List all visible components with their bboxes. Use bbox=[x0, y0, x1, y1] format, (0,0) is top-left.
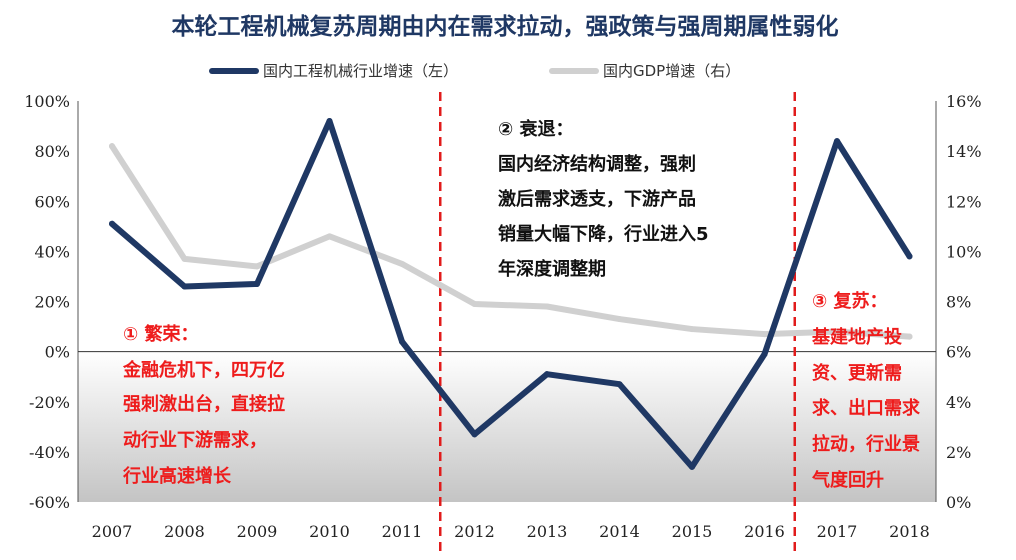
data-point-gdp bbox=[834, 328, 840, 335]
x-tick-label: 2018 bbox=[889, 522, 930, 541]
annotation-boom: ① 繁荣： 金融危机下，四万亿 强刺激出台，直接拉 动行业下游需求， 行业高速增… bbox=[122, 323, 285, 487]
y-right-tick-label: 0% bbox=[946, 493, 971, 512]
annotation-recovery-heading: ③ 复苏： bbox=[812, 290, 888, 312]
annotation-recovery-line: 拉动，行业景 bbox=[812, 433, 920, 455]
annotation-recovery: ③ 复苏： 基建地产投 资、更新需 求、出口需求 拉动，行业景 气度回升 bbox=[811, 290, 921, 491]
data-point-machinery bbox=[834, 138, 840, 145]
data-point-gdp bbox=[109, 143, 115, 150]
legend: 国内工程机械行业增速（左） 国内GDP增速（右） bbox=[209, 62, 740, 80]
x-tick-label: 2013 bbox=[527, 522, 568, 541]
annotation-boom-heading: ① 繁荣： bbox=[123, 323, 199, 345]
y-left-tick-label: -20% bbox=[29, 393, 70, 412]
series-line-machinery bbox=[109, 118, 913, 470]
annotation-recession-line: 国内经济结构调整，强刺 bbox=[498, 153, 696, 175]
legend-label-machinery: 国内工程机械行业增速（左） bbox=[263, 62, 458, 80]
annotation-boom-line: 行业高速增长 bbox=[122, 465, 232, 487]
annotation-boom-line: 强刺激出台，直接拉 bbox=[123, 393, 285, 415]
annotation-recovery-line: 基建地产投 bbox=[811, 326, 902, 348]
x-tick-label: 2007 bbox=[92, 522, 133, 541]
annotation-recession-line: 年深度调整期 bbox=[498, 258, 606, 280]
annotation-recession-line: 激后需求透支，下游产品 bbox=[498, 188, 696, 210]
data-point-machinery bbox=[399, 338, 405, 345]
data-point-gdp bbox=[399, 260, 405, 267]
data-point-gdp bbox=[544, 303, 550, 310]
data-point-gdp bbox=[761, 331, 768, 338]
x-tick-label: 2010 bbox=[309, 522, 350, 541]
data-point-machinery bbox=[471, 431, 478, 438]
y-right-tick-label: 8% bbox=[946, 293, 971, 312]
x-tick-label: 2015 bbox=[672, 522, 713, 541]
data-point-machinery bbox=[616, 381, 623, 388]
legend-label-gdp: 国内GDP增速（右） bbox=[603, 62, 740, 80]
annotation-recovery-line: 资、更新需 bbox=[812, 362, 902, 384]
data-point-gdp bbox=[471, 301, 478, 308]
data-point-gdp bbox=[906, 333, 913, 340]
y-left-tick-label: 40% bbox=[34, 242, 70, 261]
chart-title: 本轮工程机械复苏周期由内在需求拉动，强政策与强周期属性弱化 bbox=[172, 13, 839, 40]
y-left-tick-label: 0% bbox=[45, 343, 70, 362]
data-point-machinery bbox=[689, 463, 695, 470]
data-point-gdp bbox=[254, 263, 260, 270]
annotation-recovery-line: 求、出口需求 bbox=[812, 397, 921, 419]
data-point-gdp bbox=[616, 316, 623, 323]
y-left-tick-label: 100% bbox=[24, 92, 70, 111]
data-point-machinery bbox=[326, 118, 333, 125]
annotation-boom-line: 动行业下游需求， bbox=[123, 429, 267, 451]
data-point-machinery bbox=[906, 253, 913, 260]
series-line-gdp bbox=[109, 143, 913, 340]
annotation-recession: ② 衰退： 国内经济结构调整，强刺 激后需求透支，下游产品 销量大幅下降，行业进… bbox=[498, 118, 709, 280]
negative-zone-band bbox=[78, 351, 936, 502]
y-right-tick-label: 12% bbox=[946, 192, 982, 211]
annotation-recovery-line: 气度回升 bbox=[811, 469, 884, 491]
y-left-tick-label: 80% bbox=[34, 142, 70, 161]
y-left-tick-label: 60% bbox=[34, 192, 70, 211]
data-point-machinery bbox=[761, 351, 768, 358]
data-point-gdp bbox=[689, 326, 695, 333]
y-left-tick-label: 20% bbox=[34, 293, 70, 312]
data-point-machinery bbox=[181, 283, 188, 290]
y-right-tick-label: 16% bbox=[946, 92, 982, 111]
x-tick-label: 2017 bbox=[817, 522, 858, 541]
annotation-boom-line: 金融危机下，四万亿 bbox=[122, 359, 285, 381]
x-tick-label: 2008 bbox=[164, 522, 205, 541]
data-point-gdp bbox=[181, 255, 188, 262]
y-right-tick-label: 6% bbox=[946, 343, 971, 362]
annotation-recession-heading: ② 衰退： bbox=[498, 118, 574, 140]
y-right-tick-label: 10% bbox=[946, 242, 982, 261]
x-tick-label: 2009 bbox=[237, 522, 278, 541]
x-tick-label: 2011 bbox=[382, 522, 423, 541]
data-point-machinery bbox=[109, 220, 115, 227]
y-right-tick-label: 4% bbox=[946, 393, 971, 412]
annotation-recession-line: 销量大幅下降，行业进入5 bbox=[498, 223, 709, 245]
y-left-tick-label: -60% bbox=[29, 493, 70, 512]
data-point-gdp bbox=[326, 233, 333, 240]
data-point-machinery bbox=[544, 371, 550, 378]
y-left-tick-label: -40% bbox=[29, 443, 70, 462]
x-tick-label: 2016 bbox=[744, 522, 785, 541]
y-right-tick-label: 14% bbox=[946, 142, 982, 161]
x-tick-label: 2012 bbox=[454, 522, 495, 541]
y-right-tick-label: 2% bbox=[946, 443, 971, 462]
data-point-machinery bbox=[254, 280, 260, 287]
x-tick-label: 2014 bbox=[599, 522, 640, 541]
